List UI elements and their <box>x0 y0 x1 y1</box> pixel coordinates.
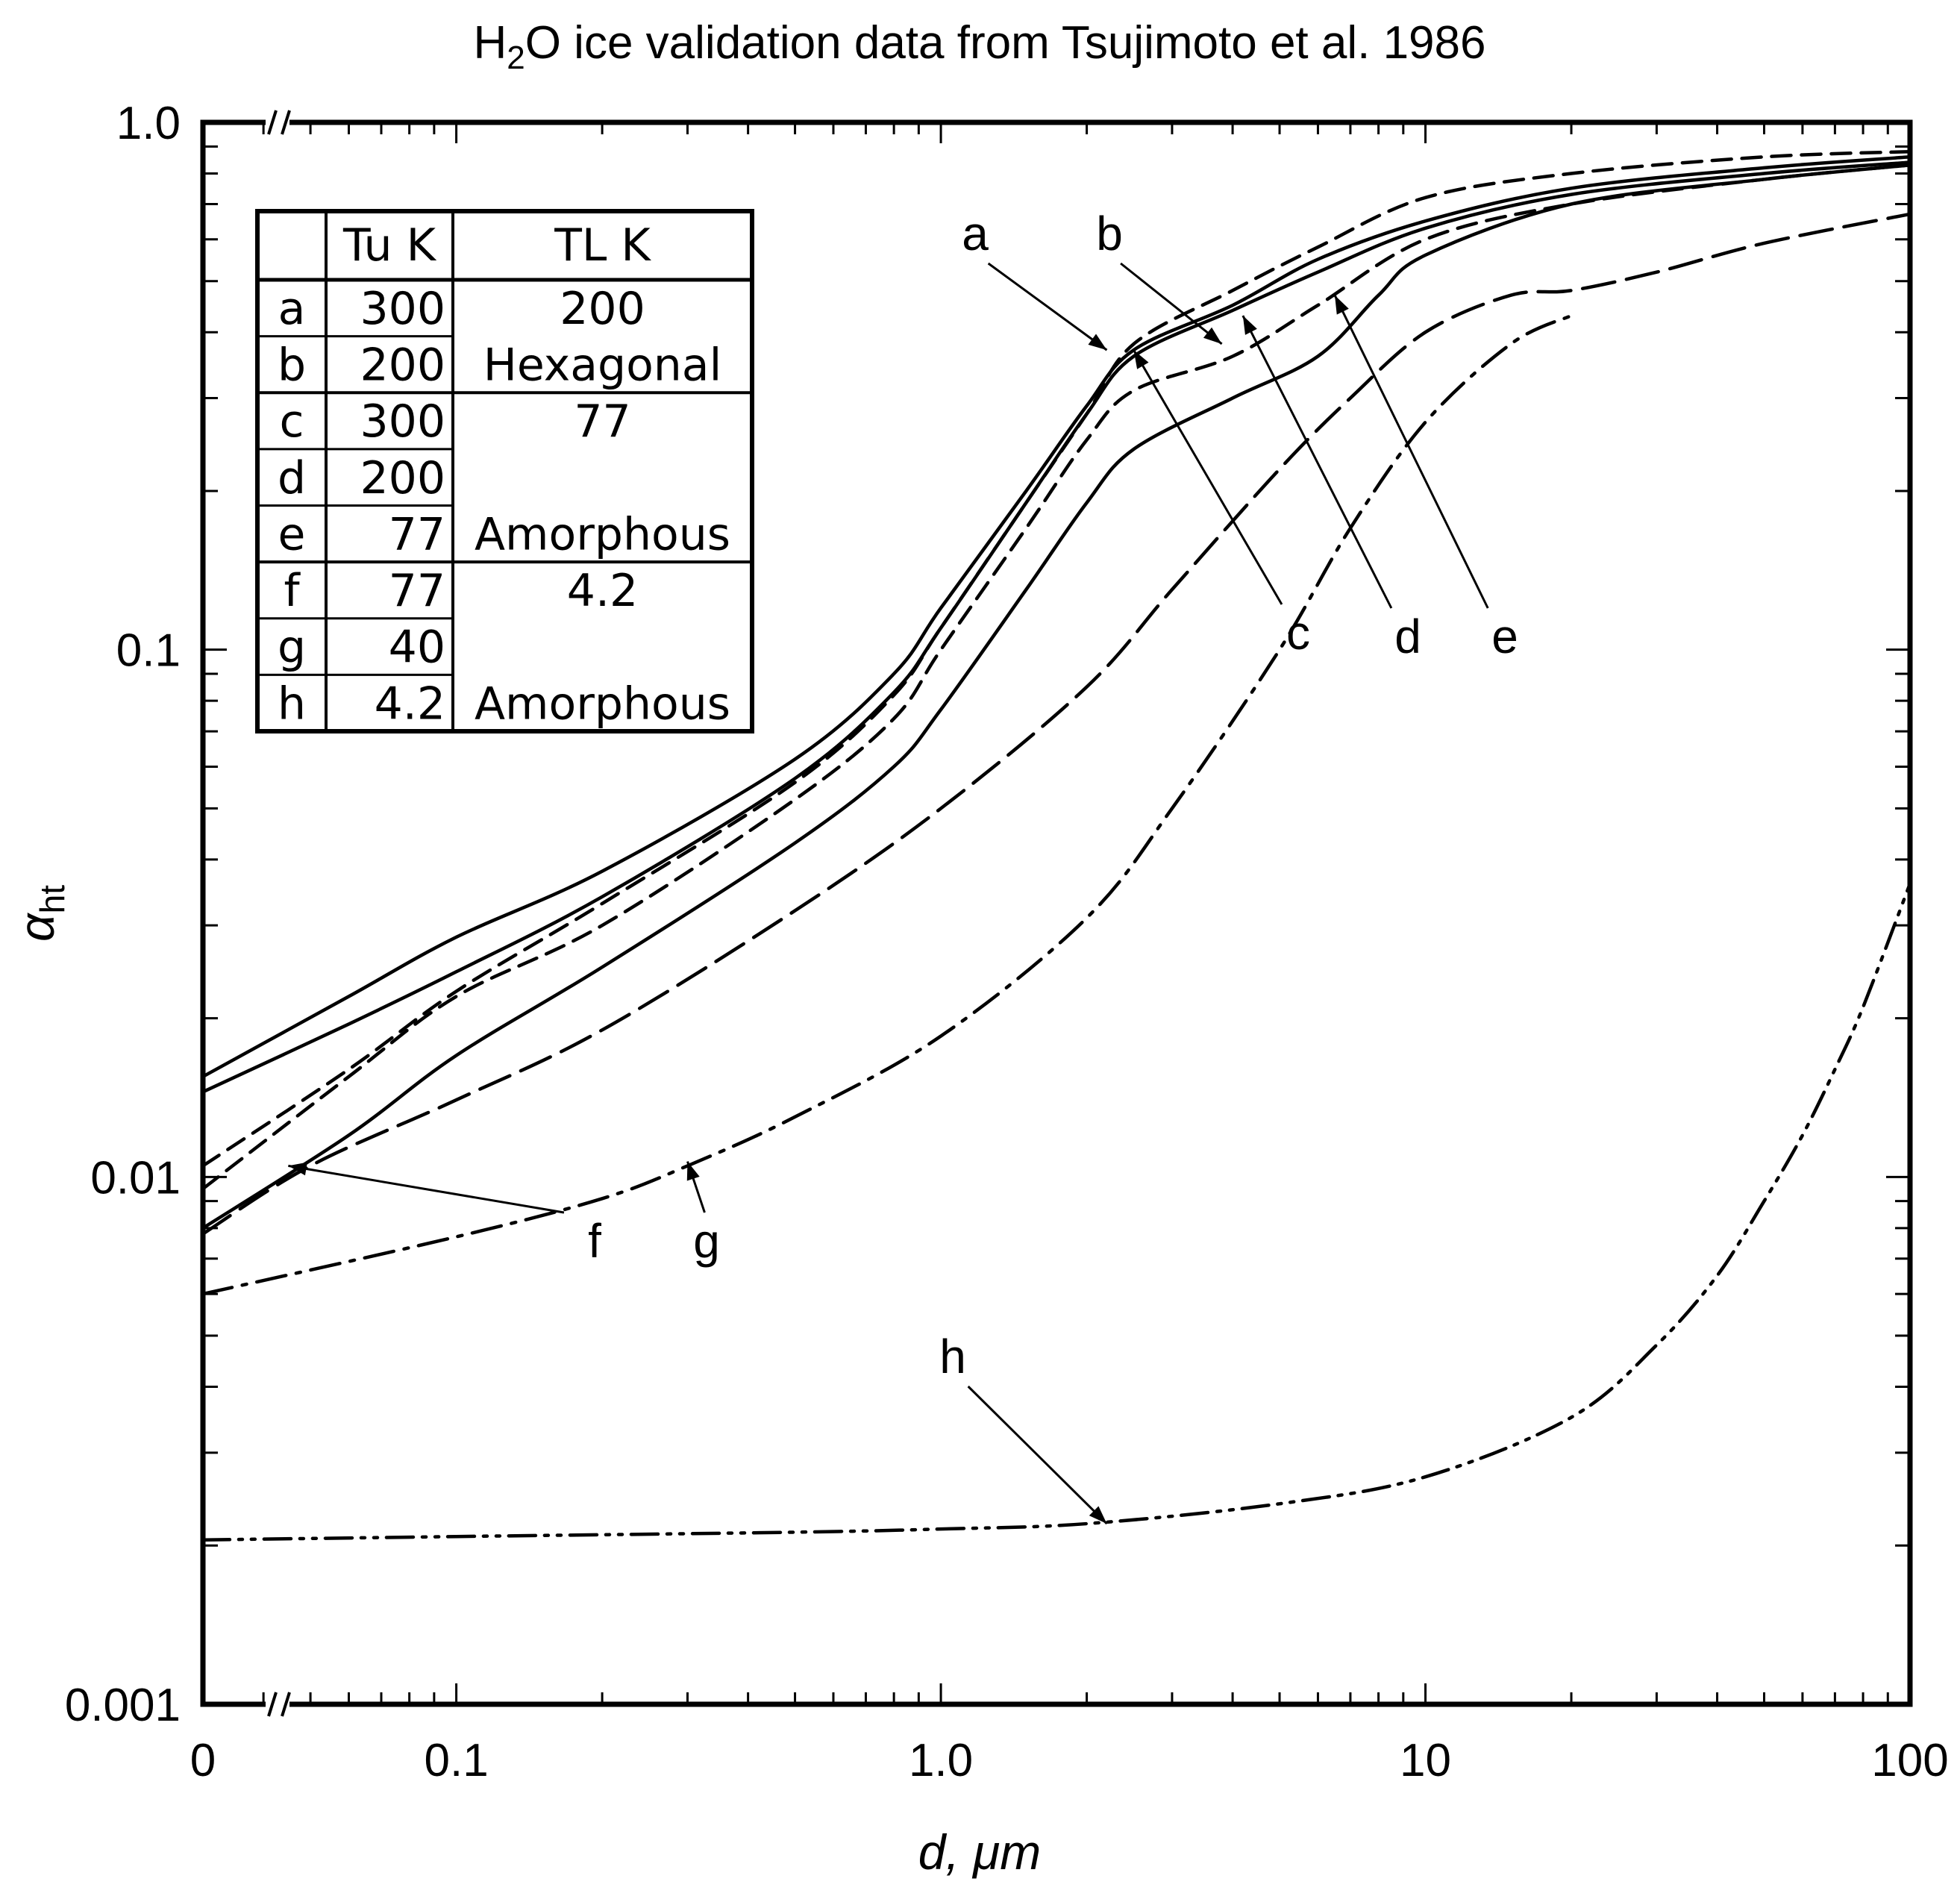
y-tick-label: 0.1 <box>116 625 181 677</box>
legend-row-id: h <box>278 678 306 730</box>
legend-header-tl: TL K <box>554 219 651 272</box>
annotation-arrow-a <box>987 262 1108 351</box>
annotation-arrowhead-a <box>1088 334 1107 351</box>
legend-row-id: f <box>284 565 301 617</box>
x-tick-label: 100 <box>1871 1735 1948 1786</box>
legend-row-id: g <box>278 622 306 674</box>
annotation-label-g: g <box>693 1214 720 1268</box>
y-tick-label: 0.01 <box>90 1152 181 1204</box>
annotation-arrowhead-b <box>1203 327 1222 344</box>
legend-row-tu: 77 <box>389 565 445 617</box>
x-tick-label: 1.0 <box>909 1735 973 1786</box>
axis-break-marks <box>266 110 291 1717</box>
legend-row-id: b <box>278 340 306 392</box>
series-c-line <box>201 160 1912 1094</box>
annotation-arrowhead-d <box>1242 316 1257 335</box>
legend-row-tu: 300 <box>360 283 445 335</box>
y-tick-label: 0.001 <box>65 1680 181 1731</box>
legend-header-tu: Tu K <box>342 219 437 272</box>
annotation-arrowhead-g <box>686 1161 700 1181</box>
annotation-arrows: a b c d e f g h <box>288 207 1518 1525</box>
legend-table-frame <box>255 209 754 733</box>
legend-row-tu: 300 <box>360 395 445 448</box>
legend-row-id: e <box>278 508 306 560</box>
annotation-arrowhead-h <box>1089 1506 1107 1524</box>
annotation-arrowhead-e <box>1335 295 1349 315</box>
series-d-line <box>201 163 1912 1191</box>
annotation-arrow-c <box>1133 349 1283 605</box>
legend-row-tl: 200 <box>560 283 645 335</box>
annotation-label-f: f <box>588 1214 601 1268</box>
legend-row-id: c <box>280 395 304 448</box>
annotation-label-d: d <box>1394 610 1421 663</box>
annotation-label-e: e <box>1491 610 1518 663</box>
legend-row-tl: Hexagonal <box>483 340 722 392</box>
y-axis-label: αht <box>9 885 72 942</box>
annotation-arrow-f <box>288 1164 565 1214</box>
legend-row-tl: 77 <box>574 395 630 448</box>
chart-title: H2O ice validation data from Tsujimoto e… <box>473 17 1485 76</box>
series-layer <box>201 149 1912 1542</box>
tick-labels: 0 0.1 1.0 10 100 1.0 0.1 0.01 0.001 <box>65 98 1949 1786</box>
series-e-line <box>201 163 1912 1230</box>
annotation-label-c: c <box>1286 606 1310 660</box>
legend-row-tl: 4.2 <box>567 565 638 617</box>
plot-frame <box>200 119 1913 1707</box>
legend-row-tu: 77 <box>389 508 445 560</box>
series-a-line <box>201 155 1912 1079</box>
annotation-label-h: h <box>939 1330 966 1383</box>
series-h-line <box>201 881 1912 1542</box>
legend-row-tu: 40 <box>389 622 445 674</box>
annotation-label-b: b <box>1096 207 1123 260</box>
legend-row-tl: Amorphous <box>475 678 730 730</box>
x-tick-label: 0 <box>190 1735 216 1786</box>
annotation-arrowhead-c <box>1133 350 1149 369</box>
legend-row-tl: Amorphous <box>475 508 730 560</box>
y-tick-label: 1.0 <box>116 98 181 149</box>
legend-row-tu: 200 <box>360 340 445 392</box>
legend-row-id: d <box>278 452 306 504</box>
annotation-arrow-d <box>1242 315 1393 609</box>
annotation-arrow-e <box>1333 295 1489 609</box>
legend-row-tu: 4.2 <box>375 678 445 730</box>
x-tick-label: 0.1 <box>424 1735 488 1786</box>
legend-row-tu: 200 <box>360 452 445 504</box>
series-g-line <box>201 313 1574 1296</box>
legend-row-id: a <box>278 283 306 335</box>
annotation-arrowhead-f <box>288 1162 307 1176</box>
annotation-arrow-h <box>967 1385 1108 1525</box>
annotation-label-a: a <box>962 207 989 260</box>
series-f-line <box>201 212 1912 1236</box>
x-tick-label: 10 <box>1400 1735 1451 1786</box>
x-axis-label: d, μm <box>918 1824 1042 1880</box>
annotation-arrow-b <box>1120 262 1223 345</box>
